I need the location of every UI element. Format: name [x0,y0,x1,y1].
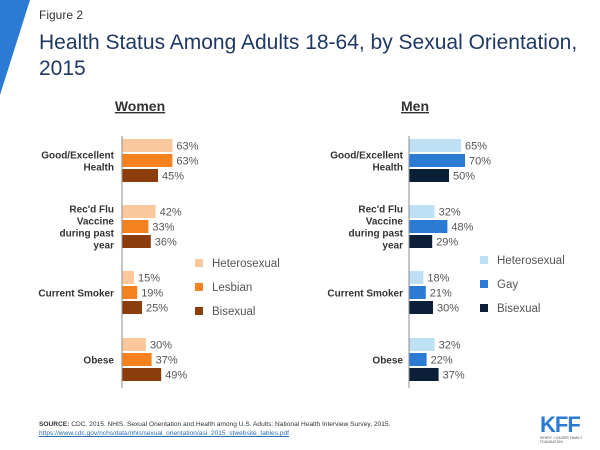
bar-women-1-1 [122,220,149,233]
kff-logo: KFF HENRY J KAISER FAMILY FOUNDATION [540,412,594,445]
data-label-women-0-2: 45% [162,171,184,183]
category-label-men-1: Rec'd Flu Vaccine during past year [349,205,404,252]
corner-triangle [0,0,30,95]
data-label-women-0-0: 63% [176,141,198,153]
data-label-men-2-2: 30% [437,303,459,315]
data-label-men-0-1: 70% [469,156,491,168]
data-label-women-3-0: 30% [150,340,172,352]
legend-label-women-2: Bisexual [212,306,255,318]
source-label: SOURCE: [39,421,70,428]
panel-title-men: Men [401,98,429,114]
legend-swatch-men-0 [480,256,488,264]
category-label-men-2: Current Smoker [327,289,403,300]
bar-women-1-2 [122,235,151,248]
bar-women-3-0 [122,338,146,351]
bar-women-0-2 [122,169,158,182]
bar-men-1-2 [409,235,433,248]
bar-men-0-2 [409,169,449,182]
legend-swatch-men-1 [480,280,488,288]
chart-title: Health Status Among Adults 18-64, by Sex… [39,31,578,80]
data-label-men-3-2: 37% [443,370,465,382]
legend-label-men-0: Heterosexual [497,255,565,267]
legend-label-women-1: Lesbian [212,282,252,294]
bar-women-3-2 [122,368,162,381]
bar-men-2-0 [409,271,424,284]
bar-women-0-1 [122,154,173,167]
data-label-women-1-0: 42% [160,207,182,219]
data-label-men-1-1: 48% [451,222,473,234]
data-label-women-2-1: 19% [141,288,163,300]
data-label-men-0-2: 50% [453,171,475,183]
category-label-women-3: Obese [83,356,114,367]
bar-women-2-1 [122,286,138,299]
source-text: CDC. 2015. NHIS. Sexual Orientation and … [71,421,391,428]
category-label-women-0: Good/Excellent Health [41,151,114,174]
bar-men-2-2 [409,301,433,314]
bar-women-3-1 [122,353,152,366]
data-label-men-3-1: 22% [431,355,453,367]
legend-swatch-women-2 [195,307,203,315]
bar-men-1-1 [409,220,448,233]
source-note: SOURCE: CDC. 2015. NHIS. Sexual Orientat… [39,420,519,438]
data-label-women-0-1: 63% [176,156,198,168]
bar-men-3-0 [409,338,435,351]
data-label-men-2-1: 21% [430,288,452,300]
data-label-women-1-2: 36% [155,237,177,249]
data-label-women-3-2: 49% [165,370,187,382]
legend-label-women-0: Heterosexual [212,258,280,270]
category-label-men-3: Obese [372,356,403,367]
category-label-men-0: Good/Excellent Health [330,151,403,174]
logo-text: KFF [540,412,581,437]
category-label-women-2: Current Smoker [38,289,114,300]
data-label-women-3-1: 37% [156,355,178,367]
data-label-men-2-0: 18% [427,273,449,285]
legend-label-men-1: Gay [497,279,518,291]
legend-label-men-2: Bisexual [497,303,540,315]
panel-title-women: Women [115,98,165,114]
source-link[interactable]: https://www.cdc.gov/nchs/data/nhis/sexua… [39,430,289,437]
bar-men-1-0 [409,205,435,218]
legend-swatch-men-2 [480,304,488,312]
data-label-women-2-2: 25% [146,303,168,315]
legend-swatch-women-0 [195,259,203,267]
data-label-men-3-0: 32% [439,340,461,352]
bar-men-2-1 [409,286,426,299]
data-label-men-1-0: 32% [439,207,461,219]
category-label-women-1: Rec'd Flu Vaccine during past year [60,205,115,252]
bar-men-3-2 [409,368,439,381]
data-label-men-0-0: 65% [465,141,487,153]
bar-women-2-0 [122,271,134,284]
data-label-women-2-0: 15% [138,273,160,285]
bar-men-0-0 [409,139,461,152]
logo-subtext: HENRY J KAISER FAMILY FOUNDATION [540,436,583,444]
legend-swatch-women-1 [195,283,203,291]
bar-women-2-2 [122,301,142,314]
data-label-men-1-2: 29% [436,237,458,249]
bar-women-1-0 [122,205,156,218]
bar-women-0-0 [122,139,173,152]
data-label-women-1-1: 33% [152,222,174,234]
chart-area: Women Good/Excellent Health 63% 63% 45% Rec'd … [38,98,565,388]
bar-men-3-1 [409,353,427,366]
bar-men-0-1 [409,154,465,167]
figure-label: Figure 2 [39,8,84,22]
